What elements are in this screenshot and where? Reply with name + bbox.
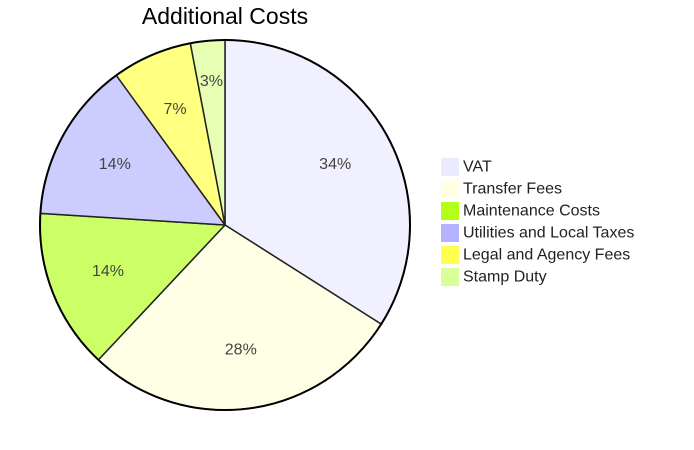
legend-swatch: [441, 224, 459, 242]
legend: VAT Transfer Fees Maintenance Costs Utiliti…: [441, 158, 634, 286]
chart-title: Additional Costs: [142, 3, 308, 29]
slice-label: 14%: [92, 263, 124, 280]
pie-slices: [39, 39, 411, 411]
legend-label: Transfer Fees: [463, 181, 562, 198]
slice-label: 3%: [200, 73, 223, 90]
legend-swatch: [441, 158, 459, 176]
legend-swatch: [441, 268, 459, 286]
slice-labels: 34% 28% 14% 14% 7% 3%: [92, 73, 351, 358]
legend-label: Stamp Duty: [463, 269, 547, 286]
pie-outline: [39, 39, 411, 411]
legend-label: Utilities and Local Taxes: [463, 225, 634, 242]
slice-label: 14%: [99, 156, 131, 173]
slice-label: 7%: [163, 101, 186, 118]
legend-swatch: [441, 246, 459, 264]
legend-swatch: [441, 180, 459, 198]
slice-label: 34%: [319, 156, 351, 173]
legend-label: Legal and Agency Fees: [463, 247, 630, 264]
legend-label: VAT: [463, 159, 492, 176]
legend-label: Maintenance Costs: [463, 203, 600, 220]
slice-label: 28%: [225, 341, 257, 358]
legend-swatch: [441, 202, 459, 220]
